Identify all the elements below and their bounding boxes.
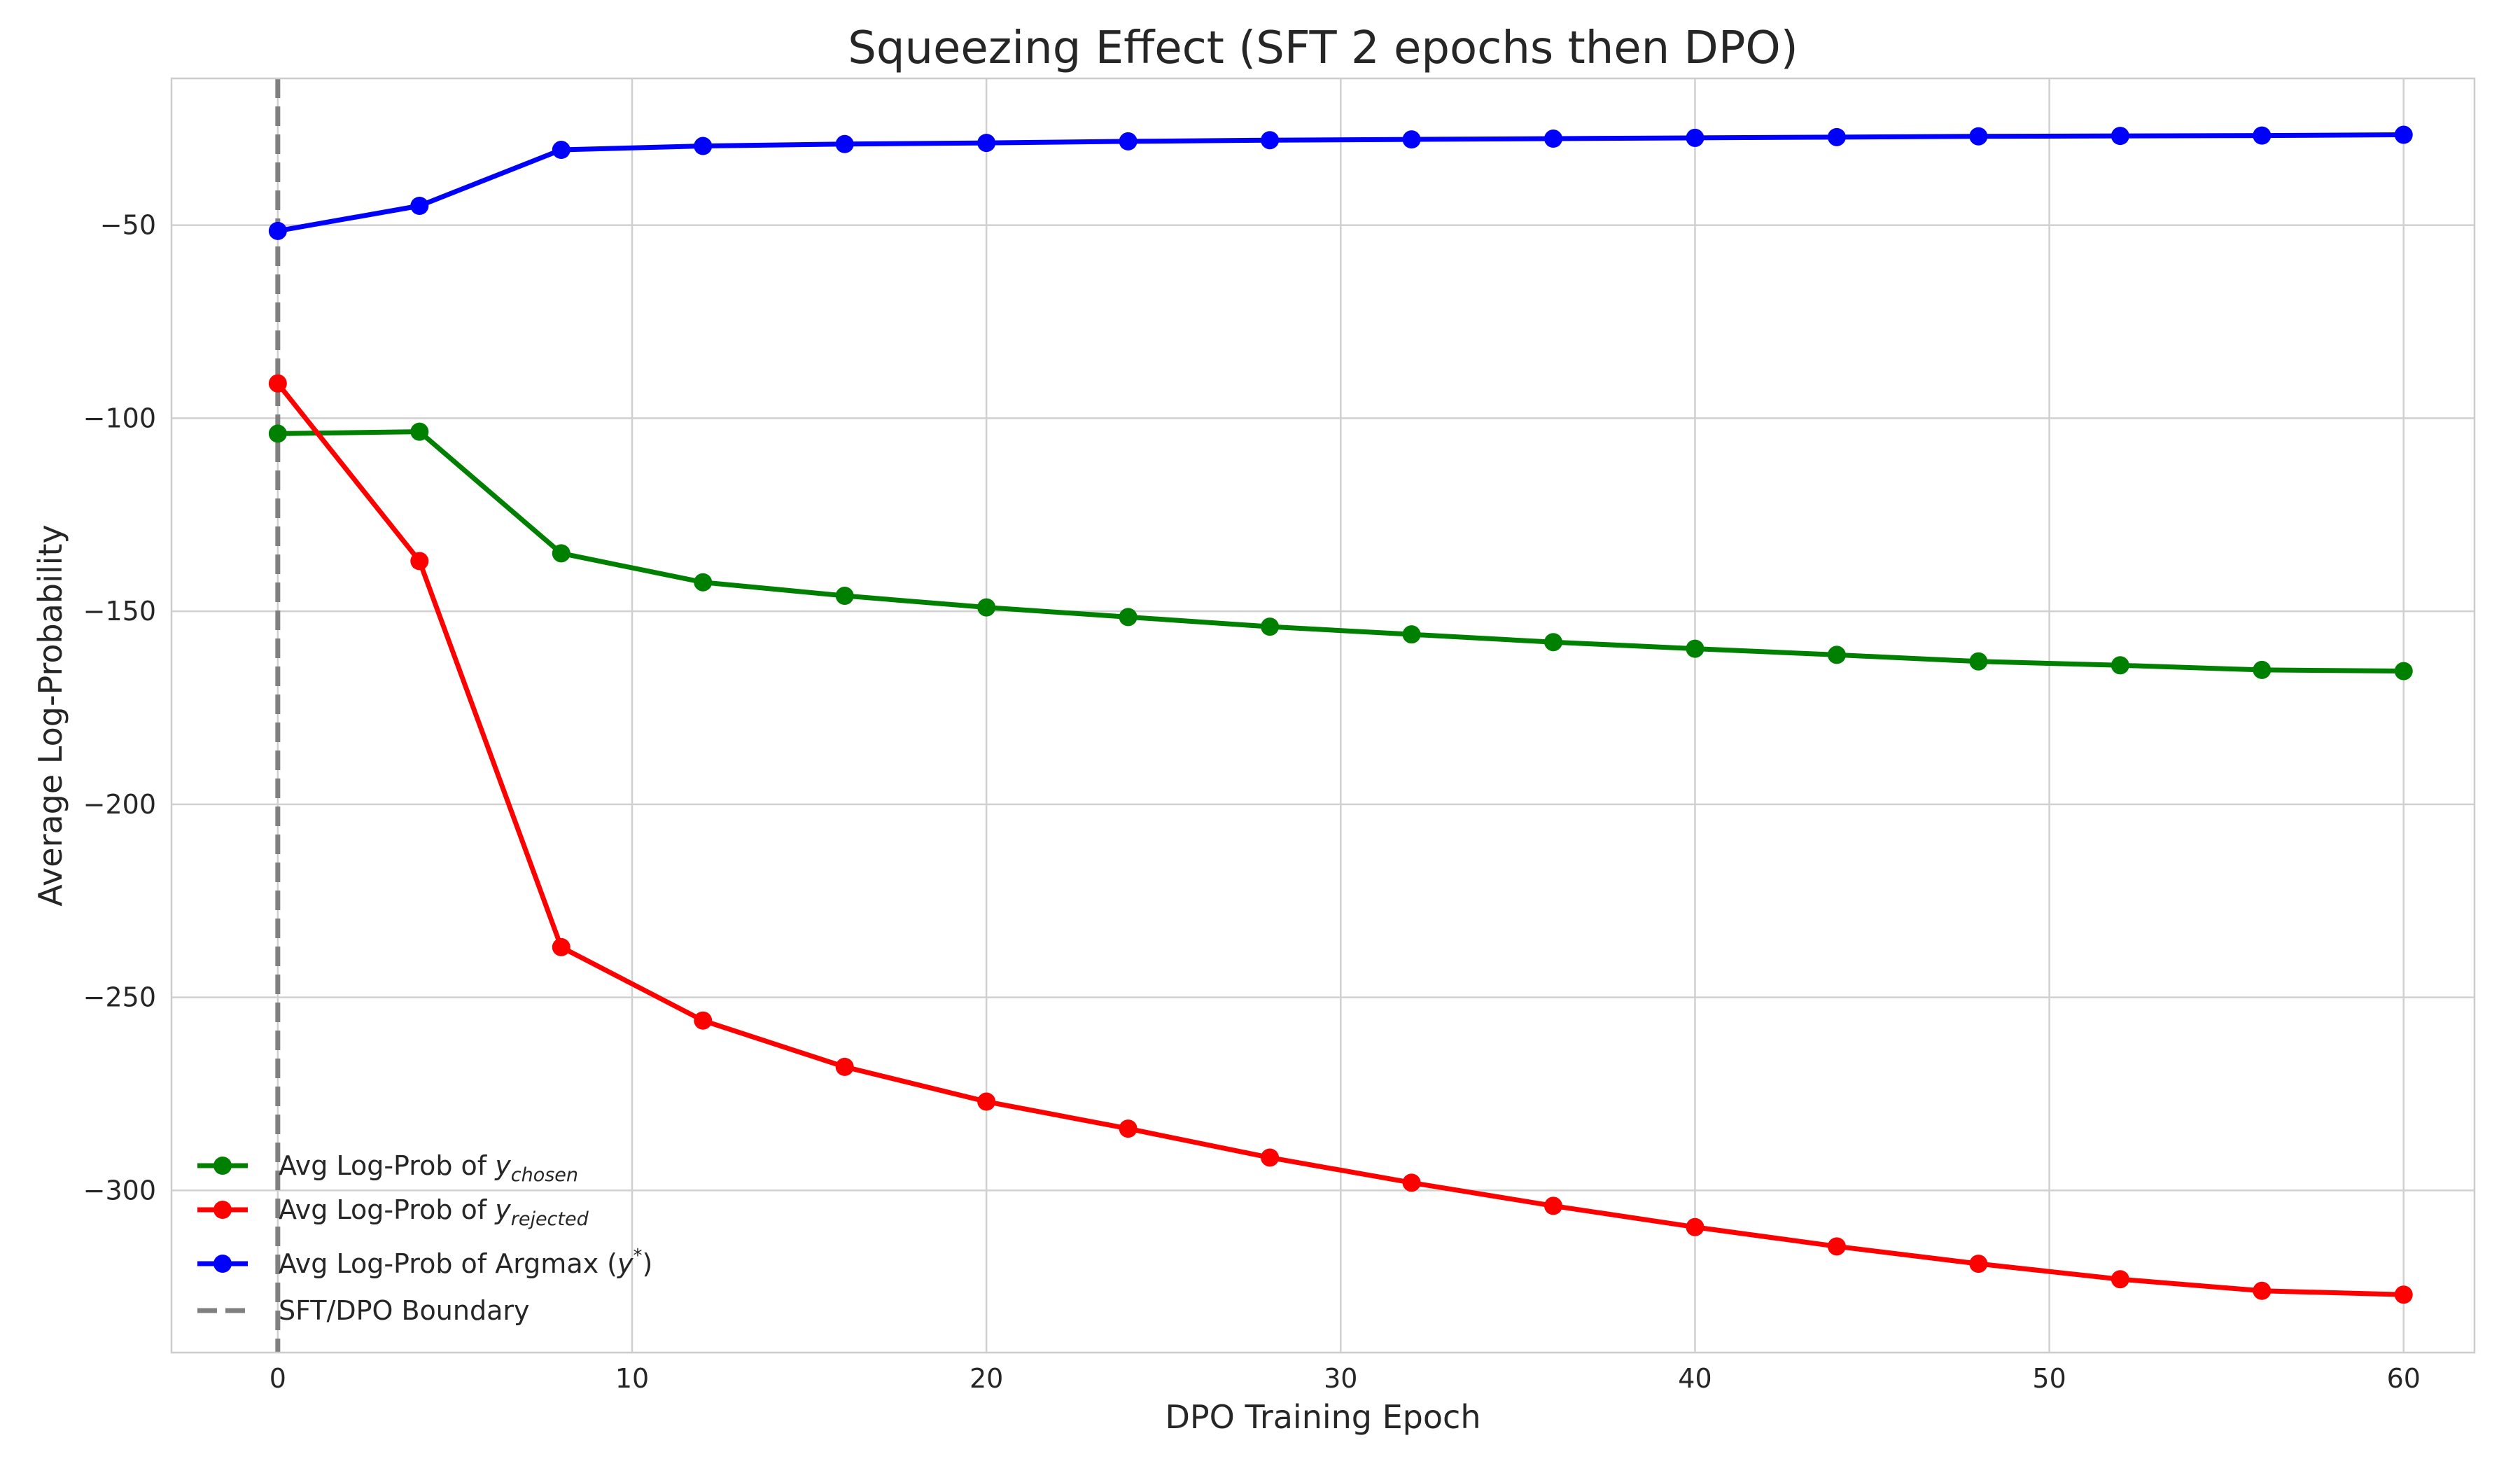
- data-point: [977, 598, 996, 617]
- data-point: [1827, 127, 1846, 146]
- legend-item-0: Avg Log-Prob of ychosen: [197, 1150, 578, 1186]
- series-layer: [268, 125, 2413, 1304]
- data-point: [835, 587, 854, 606]
- x-tick-label: 60: [2387, 1363, 2421, 1394]
- data-point: [1402, 1173, 1421, 1192]
- data-point: [1969, 127, 1988, 146]
- x-tick-label: 10: [615, 1363, 649, 1394]
- y-tick-label: −150: [83, 596, 156, 627]
- data-point: [2253, 660, 2272, 679]
- x-tick-label: 0: [270, 1363, 286, 1394]
- data-point: [1544, 130, 1562, 148]
- data-point: [552, 937, 570, 956]
- series-line: [276, 382, 2404, 1297]
- data-point: [2253, 126, 2272, 145]
- data-point: [1119, 132, 1138, 151]
- data-point: [2394, 125, 2413, 144]
- data-point: [1969, 652, 1988, 671]
- data-point: [2394, 662, 2413, 680]
- legend: Avg Log-Prob of ychosen Avg Log-Prob of y…: [197, 1150, 652, 1326]
- legend-marker: [214, 1201, 232, 1219]
- y-tick-label: −200: [83, 789, 156, 820]
- y-tick-label: −300: [83, 1175, 156, 1206]
- x-tick-label: 20: [969, 1363, 1003, 1394]
- data-point: [2110, 1270, 2129, 1289]
- y-tick-labels: −50 −100 −150 −200 −250 −300: [83, 210, 156, 1206]
- data-point: [835, 1057, 854, 1076]
- legend-label: Avg Log-Prob of yrejected: [279, 1194, 589, 1230]
- legend-item-2: Avg Log-Prob of Argmax (y*): [197, 1245, 652, 1279]
- data-point: [268, 221, 287, 240]
- data-point: [1261, 617, 1280, 636]
- grid: [172, 78, 2474, 1353]
- y-tick-label: −50: [100, 210, 156, 241]
- data-point: [694, 1011, 713, 1030]
- legend-item-boundary: SFT/DPO Boundary: [197, 1295, 530, 1326]
- data-point: [977, 134, 996, 153]
- data-point: [1686, 1217, 1704, 1236]
- series-1: [268, 374, 2413, 1304]
- data-point: [1827, 645, 1846, 664]
- data-point: [1119, 1119, 1138, 1138]
- data-point: [977, 1092, 996, 1111]
- x-tick-label: 40: [1678, 1363, 1712, 1394]
- series-line: [277, 429, 2404, 674]
- data-point: [694, 137, 713, 155]
- data-point: [1686, 128, 1704, 147]
- data-point: [410, 422, 429, 441]
- legend-label: SFT/DPO Boundary: [279, 1295, 530, 1326]
- data-point: [1261, 131, 1280, 150]
- data-point: [1827, 1237, 1846, 1256]
- series-line: [277, 132, 2404, 234]
- legend-label: Avg Log-Prob of ychosen: [279, 1150, 578, 1186]
- data-point: [835, 134, 854, 153]
- data-point: [1402, 625, 1421, 644]
- data-point: [1544, 633, 1562, 652]
- data-point: [1686, 639, 1704, 658]
- data-point: [268, 424, 287, 443]
- data-point: [2110, 127, 2129, 146]
- data-point: [1261, 1148, 1280, 1167]
- x-tick-labels: 0 10 20 30 40 50 60: [270, 1363, 2421, 1394]
- data-point: [410, 552, 429, 571]
- y-tick-label: −250: [83, 982, 156, 1013]
- data-point: [2253, 1281, 2272, 1300]
- data-point: [552, 544, 570, 563]
- data-point: [1119, 608, 1138, 627]
- series-2: [268, 125, 2413, 240]
- legend-label: Avg Log-Prob of Argmax (y*): [279, 1245, 652, 1279]
- data-point: [268, 374, 287, 393]
- series-0: [268, 422, 2413, 680]
- x-tick-label: 30: [1324, 1363, 1357, 1394]
- legend-marker: [214, 1255, 232, 1273]
- x-tick-label: 50: [2032, 1363, 2066, 1394]
- data-point: [410, 197, 429, 215]
- y-tick-label: −100: [83, 403, 156, 433]
- data-point: [1969, 1255, 1988, 1273]
- data-point: [1544, 1196, 1562, 1215]
- data-point: [2394, 1285, 2413, 1304]
- data-point: [694, 573, 713, 592]
- chart-title: Squeezing Effect (SFT 2 epochs then DPO): [848, 22, 1798, 74]
- data-point: [552, 141, 570, 160]
- x-axis-title: DPO Training Epoch: [1166, 1398, 1481, 1436]
- legend-marker: [214, 1157, 232, 1175]
- data-point: [1402, 130, 1421, 149]
- data-point: [2110, 656, 2129, 675]
- legend-item-1: Avg Log-Prob of yrejected: [197, 1194, 589, 1230]
- y-axis-title: Average Log-Probability: [31, 524, 69, 906]
- plot-frame: [170, 77, 2476, 1354]
